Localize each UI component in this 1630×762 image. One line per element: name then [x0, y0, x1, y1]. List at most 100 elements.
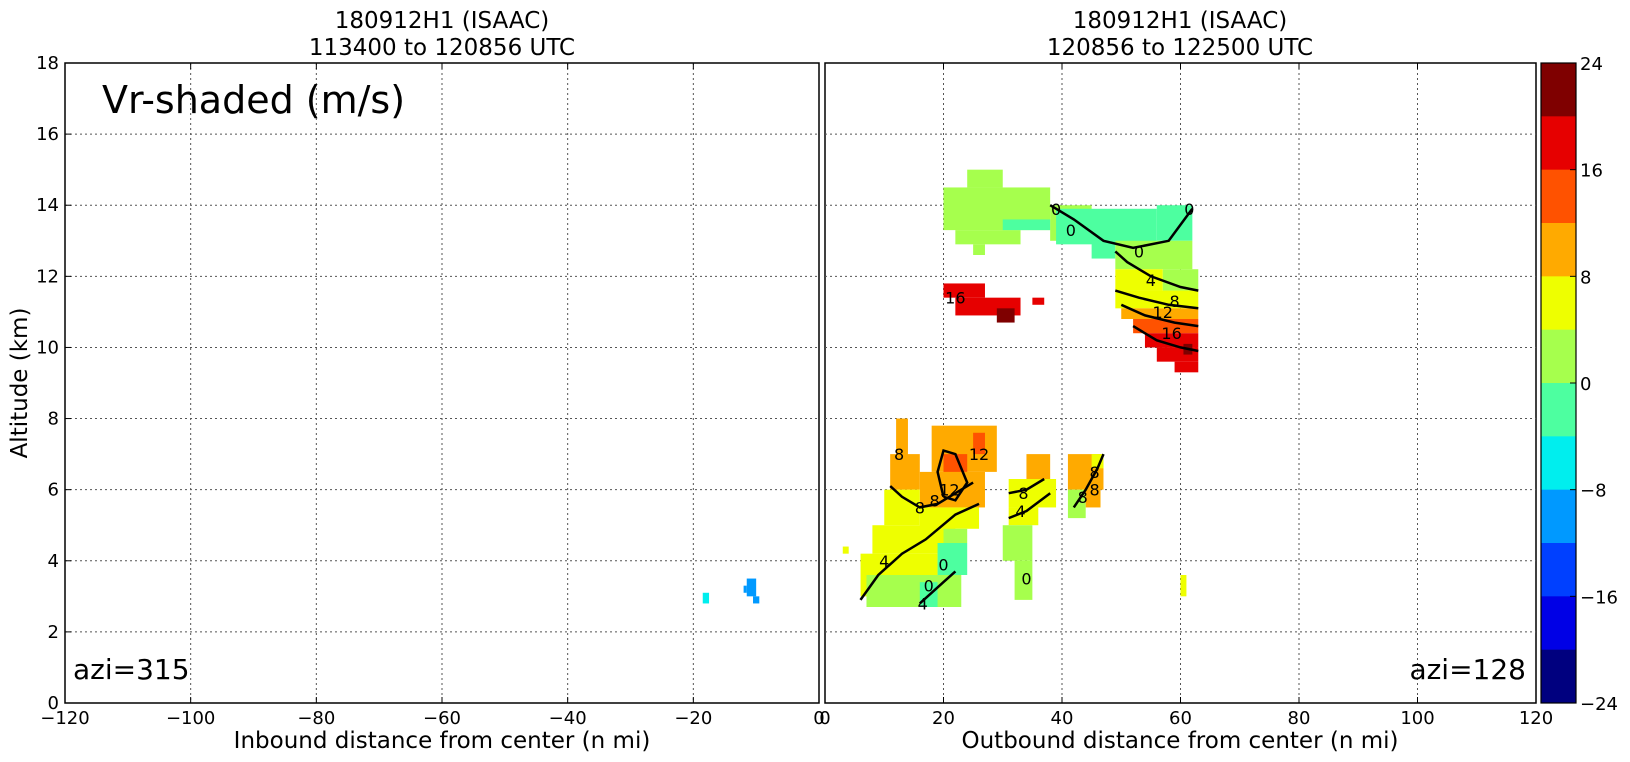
- velocity-cell: [842, 546, 849, 554]
- velocity-cell: [746, 578, 757, 597]
- x-tick-label: −120: [40, 708, 89, 729]
- x-tick-label: −20: [674, 708, 712, 729]
- colorbar-block: [1541, 276, 1576, 331]
- left-title-line1: 180912H1 (ISAAC): [335, 8, 550, 34]
- velocity-cell: [753, 596, 760, 604]
- contour-label: 4: [879, 552, 889, 571]
- colorbar-blocks: [1541, 63, 1576, 704]
- velocity-cell: [937, 543, 968, 575]
- velocity-cell: [943, 283, 985, 298]
- x-tick-label: 20: [932, 708, 955, 729]
- y-tick-label: 6: [48, 480, 59, 501]
- velocity-cell: [743, 585, 747, 593]
- velocity-cell: [943, 528, 968, 543]
- colorbar-block: [1541, 383, 1576, 437]
- velocity-cell: [1091, 454, 1104, 469]
- contour-line: [1008, 477, 1045, 495]
- colorbar-block: [1541, 596, 1576, 651]
- contour-line: [1114, 289, 1199, 310]
- y-tick-label: 4: [48, 551, 59, 572]
- y-tick-label: 2: [48, 622, 59, 643]
- colorbar-tick-label: 16: [1580, 161, 1603, 182]
- contour-line: [889, 481, 974, 509]
- colorbar-block: [1541, 116, 1576, 171]
- colorbar: 24 16 8 0 −8 −16 −24: [1540, 54, 1618, 715]
- contour-label: 8: [915, 498, 925, 517]
- contour-line: [936, 449, 969, 502]
- left-grid: [65, 63, 819, 703]
- velocity-cell: [996, 308, 1015, 323]
- contour-label: 0: [1021, 570, 1031, 589]
- y-tick-label: 14: [36, 195, 59, 216]
- velocity-cell: [1032, 297, 1045, 305]
- colorbar-block: [1541, 329, 1576, 384]
- contour-label: 12: [969, 445, 989, 464]
- contour-line: [1132, 325, 1199, 353]
- contour-label: 4: [1146, 271, 1156, 290]
- contour-label: 8: [930, 491, 940, 510]
- left-title-line2: 113400 to 120856 UTC: [309, 35, 575, 61]
- contour-label: 8: [1089, 463, 1099, 482]
- right-contours: [859, 204, 1199, 605]
- right-title-line2: 120856 to 122500 UTC: [1047, 35, 1313, 61]
- colorbar-tick-label: 0: [1580, 374, 1591, 395]
- x-tick-label: 60: [1169, 708, 1192, 729]
- velocity-cell: [1008, 507, 1039, 526]
- contour-line: [918, 570, 957, 605]
- contour-line: [1008, 492, 1051, 520]
- contour-label: 12: [939, 481, 959, 500]
- colorbar-tick-label: −16: [1580, 587, 1618, 608]
- contour-label: 8: [1078, 488, 1088, 507]
- velocity-cell: [973, 432, 985, 455]
- contour-label: 0: [938, 555, 948, 574]
- velocity-cell: [973, 244, 985, 255]
- colorbar-tick-label: −8: [1580, 481, 1607, 502]
- contour-label: 16: [945, 289, 965, 308]
- plot-annotation: Vr-shaded (m/s): [102, 78, 405, 122]
- x-tick-label: −60: [423, 708, 461, 729]
- left-velocity-field: [702, 578, 760, 604]
- left-azimuth-label: azi=315: [73, 653, 190, 686]
- velocity-cell: [1115, 240, 1193, 270]
- y-tick-label: 12: [36, 266, 59, 287]
- contour-label: 4: [918, 594, 928, 613]
- velocity-cell: [1002, 525, 1033, 561]
- y-tick-label: 8: [48, 409, 59, 430]
- left-x-axis-label: Inbound distance from center (n mi): [234, 728, 651, 754]
- velocity-cell: [890, 454, 920, 490]
- x-tick-label: 0: [813, 708, 824, 729]
- y-tick-label: 18: [36, 53, 59, 74]
- contour-label: 8: [1089, 481, 1099, 500]
- x-tick-label: 80: [1288, 708, 1311, 729]
- contour-label: 8: [1018, 484, 1028, 503]
- colorbar-block: [1541, 489, 1576, 544]
- x-tick-label: 0: [819, 708, 830, 729]
- velocity-cell: [1002, 219, 1051, 231]
- velocity-cell: [1115, 290, 1199, 309]
- velocity-cell: [896, 418, 908, 462]
- velocity-cell: [702, 592, 710, 604]
- velocity-cell: [1115, 269, 1163, 291]
- colorbar-tick-label: 8: [1580, 267, 1591, 288]
- left-y-ticks: 0 2 4 6 8 10 12 14 16 18: [36, 53, 71, 714]
- contour-label: 0: [1184, 200, 1194, 219]
- velocity-cell: [1162, 269, 1199, 291]
- x-tick-label: 120: [1519, 708, 1553, 729]
- right-title-line1: 180912H1 (ISAAC): [1073, 8, 1288, 34]
- y-tick-label: 16: [36, 124, 59, 145]
- y-tick-label: 10: [36, 337, 59, 358]
- velocity-cell: [1085, 482, 1101, 508]
- contour-line: [1072, 453, 1105, 509]
- right-x-ticks: 0 20 40 60 80 100 120: [819, 63, 1553, 729]
- left-panel: −120 −100 −80 −60 −40 −20 0 0 2 4 6 8 10 12 14 16 18 18…: [7, 8, 825, 754]
- x-tick-label: −40: [549, 708, 587, 729]
- contour-line: [1049, 204, 1194, 250]
- velocity-cell: [1056, 208, 1157, 245]
- contour-label: 0: [924, 577, 934, 596]
- right-velocity-field: [842, 169, 1199, 607]
- colorbar-block: [1541, 223, 1576, 277]
- contour-label: 0: [1066, 221, 1076, 240]
- left-x-ticks: −120 −100 −80 −60 −40 −20 0: [40, 63, 825, 729]
